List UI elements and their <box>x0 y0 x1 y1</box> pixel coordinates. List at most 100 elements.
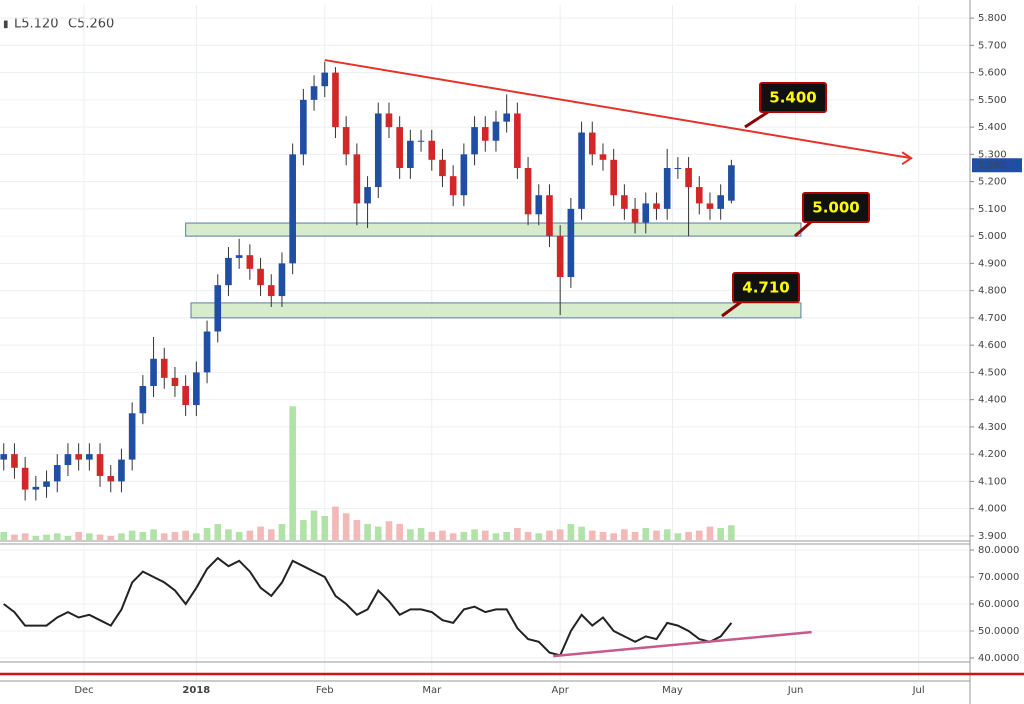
volume-bar <box>524 531 532 540</box>
volume-bar <box>321 515 329 540</box>
y-tick-label: 5.800 <box>978 13 1007 24</box>
candle-body <box>407 140 414 168</box>
price-tag <box>972 158 1022 173</box>
candle-body <box>214 285 222 332</box>
x-tick-label: Mar <box>422 685 442 696</box>
candle-body <box>43 481 50 487</box>
volume-bar <box>439 530 446 540</box>
volume-bar <box>300 519 307 540</box>
x-tick-label: 2018 <box>182 685 210 696</box>
volume-bar <box>428 531 436 540</box>
candle-body <box>588 132 596 155</box>
support-zone <box>190 302 802 319</box>
y-tick-label: 5.500 <box>978 95 1007 106</box>
candle-body <box>332 72 339 128</box>
y-tick-label: 4.000 <box>978 504 1007 515</box>
candle-body <box>631 208 639 223</box>
candle-body <box>182 386 189 406</box>
volume-bar <box>353 519 361 540</box>
volume-bar <box>514 527 521 540</box>
candle-body <box>695 187 703 204</box>
candle-body <box>246 255 254 269</box>
volume-bar <box>567 523 575 540</box>
price-tag-label: 5.260 <box>978 160 1007 171</box>
volume-bar <box>449 533 457 540</box>
y-tick-label: 5.300 <box>978 149 1007 160</box>
volume-bar <box>257 526 264 540</box>
volume-bar <box>246 530 254 540</box>
volume-bar <box>471 529 478 540</box>
y-tick-label: 4.900 <box>978 258 1007 269</box>
x-tick-label: Feb <box>316 685 334 696</box>
candle-body <box>524 167 532 215</box>
trendline-arrow <box>901 151 913 166</box>
volume-bar <box>674 533 682 540</box>
candle-body <box>417 140 425 142</box>
volume-bar <box>546 530 553 540</box>
volume-bar <box>374 526 382 540</box>
candle-body <box>514 113 521 168</box>
volume-bar <box>160 533 168 540</box>
volume-bar <box>706 526 714 540</box>
candle-body <box>203 331 211 373</box>
y-tick-label: 70.0000 <box>978 572 1019 583</box>
y-tick-label: 5.700 <box>978 40 1007 51</box>
candle-body <box>385 113 393 128</box>
candle-body <box>599 154 607 160</box>
x-tick-label: Jun <box>787 685 804 696</box>
candle-body <box>300 99 307 155</box>
volume-bar <box>460 531 468 540</box>
y-tick-label: 4.100 <box>978 476 1007 487</box>
annotation-label: 4.710 <box>742 279 789 297</box>
candle-body <box>728 165 735 201</box>
volume-bar <box>695 530 703 540</box>
candle-body <box>460 154 468 196</box>
candle-body <box>96 454 104 476</box>
candle-body <box>21 467 29 490</box>
volume-bar <box>407 529 414 540</box>
candle-body <box>535 195 543 215</box>
candle-body <box>0 454 8 460</box>
volume-bar <box>278 523 286 540</box>
volume-bar <box>728 525 735 540</box>
candle-body <box>621 195 628 209</box>
volume-bar <box>610 533 617 540</box>
y-tick-label: 4.500 <box>978 367 1007 378</box>
candle-body <box>546 195 553 237</box>
y-tick-label: 5.600 <box>978 68 1007 79</box>
annotation-label: 5.400 <box>769 89 816 107</box>
y-tick-label: 5.400 <box>978 122 1007 133</box>
candle-body <box>193 372 200 406</box>
candle-body <box>642 203 650 223</box>
candle-body <box>471 127 478 155</box>
trendline <box>324 59 912 160</box>
candle-body <box>11 454 18 468</box>
x-tick-label: May <box>662 685 683 696</box>
volume-bar <box>310 510 318 540</box>
volume-bar <box>535 533 543 540</box>
candle-body <box>492 121 500 141</box>
volume-bar <box>21 533 29 540</box>
volume-bar <box>139 531 147 540</box>
volume-bar <box>503 531 510 540</box>
volume-bar <box>642 527 650 540</box>
legend-close: C5.260 <box>68 17 114 32</box>
candle-body <box>396 127 403 168</box>
volume-bar <box>11 534 18 540</box>
x-tick-label: Dec <box>74 685 93 696</box>
candle-body <box>107 475 115 482</box>
candle-body <box>86 454 93 460</box>
volume-bar <box>332 506 339 540</box>
candle-body <box>150 358 157 387</box>
candle-body <box>171 377 179 387</box>
volume-bar <box>0 531 8 540</box>
volume-bar <box>96 534 104 540</box>
volume-bar <box>556 529 564 540</box>
y-tick-label: 80.0000 <box>978 545 1019 556</box>
volume-bar <box>599 531 607 540</box>
volume-bar <box>118 533 125 540</box>
y-tick-label: 4.600 <box>978 340 1007 351</box>
candle-body <box>53 465 61 482</box>
volume-bar <box>342 513 350 540</box>
legend-low: L5.120 <box>14 17 58 32</box>
